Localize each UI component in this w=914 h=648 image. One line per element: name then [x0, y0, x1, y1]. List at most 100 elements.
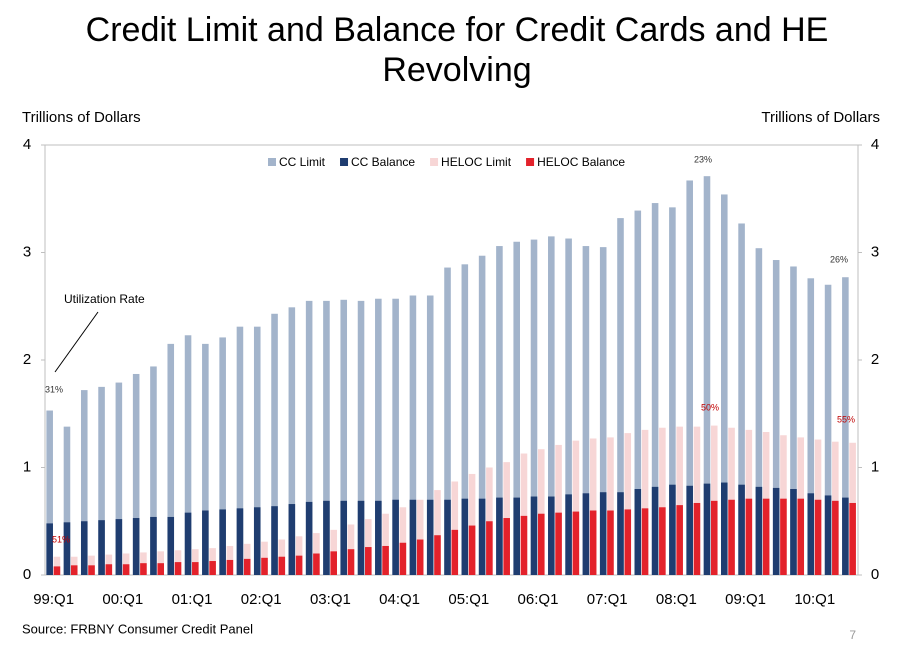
bar: [53, 556, 61, 575]
bar: [174, 562, 182, 575]
bar: [444, 267, 451, 575]
bar: [607, 437, 614, 575]
x-tick-label: 10:Q1: [794, 591, 835, 608]
source: Source: FRBNY Consumer Credit Panel: [22, 621, 253, 636]
bar: [80, 390, 88, 575]
bar: [461, 264, 469, 575]
bar: [434, 490, 441, 575]
annotation: 55%: [837, 414, 855, 424]
bar: [115, 519, 123, 575]
bar: [797, 498, 805, 575]
bar: [824, 495, 832, 575]
bar: [357, 500, 365, 575]
bar: [755, 486, 763, 575]
bar: [157, 563, 165, 575]
bar: [80, 521, 88, 575]
bar: [365, 547, 372, 575]
bar: [340, 500, 348, 575]
bar: [565, 238, 572, 575]
bar: [192, 562, 199, 575]
bar: [755, 248, 763, 575]
bar: [624, 433, 632, 575]
y2-axis-label: Trillions of Dollars: [761, 109, 880, 126]
bar: [226, 559, 234, 575]
bar: [409, 499, 417, 575]
bar: [659, 507, 666, 575]
bar: [686, 485, 693, 575]
bar: [634, 489, 642, 575]
bar: [399, 542, 407, 575]
bar: [537, 513, 545, 575]
bar: [548, 236, 555, 575]
bar: [253, 507, 261, 575]
bar: [832, 500, 839, 575]
annotation: 51%: [52, 534, 70, 544]
annotation: 23%: [694, 154, 712, 164]
bar: [676, 426, 683, 575]
legend-label: CC Balance: [351, 155, 415, 169]
bar: [88, 565, 95, 575]
bar: [451, 529, 459, 575]
bar: [651, 203, 659, 576]
bar: [807, 278, 815, 575]
x-tick-label: 00:Q1: [102, 591, 143, 608]
bar: [46, 523, 53, 575]
bar: [772, 260, 780, 575]
bar: [478, 255, 486, 575]
bar: [814, 499, 822, 575]
y2-tick-label: 3: [871, 243, 879, 260]
bar: [721, 194, 728, 575]
bar: [669, 484, 676, 575]
bar: [209, 561, 216, 575]
bar: [115, 382, 123, 575]
bar: [70, 565, 78, 575]
bar: [710, 500, 718, 575]
x-tick-label: 04:Q1: [379, 591, 420, 608]
bar: [202, 510, 209, 575]
bar: [167, 343, 175, 575]
bar: [167, 516, 175, 575]
bar: [347, 549, 355, 575]
bar: [790, 266, 797, 575]
bar: [617, 218, 624, 575]
bar: [305, 501, 313, 575]
bar: [745, 498, 753, 575]
bar: [486, 521, 493, 575]
bar: [824, 284, 832, 575]
bar: [676, 505, 683, 575]
bar: [375, 500, 382, 575]
bar: [641, 429, 649, 575]
bar: [659, 427, 666, 575]
y-axis-label: Trillions of Dollars: [22, 109, 141, 126]
bar: [253, 326, 261, 575]
annotation-pointer: [54, 311, 99, 373]
bar: [589, 510, 597, 575]
bar: [399, 507, 407, 575]
bar: [780, 498, 787, 575]
x-tick-label: 99:Q1: [33, 591, 74, 608]
bar: [703, 176, 711, 576]
bar: [790, 489, 797, 575]
bar: [444, 499, 451, 575]
bar: [738, 223, 745, 575]
bar: [261, 557, 268, 575]
bar: [572, 511, 580, 575]
bar: [807, 493, 815, 575]
bar: [582, 246, 590, 576]
bar: [330, 551, 337, 575]
bar: [219, 509, 226, 575]
chart-title: Credit Limit and Balance for Credit Card…: [85, 11, 829, 89]
bar: [842, 497, 849, 575]
bar: [468, 525, 476, 575]
bar: [295, 555, 303, 575]
annotation: 26%: [830, 254, 848, 264]
legend-label: CC Limit: [279, 155, 326, 169]
bar: [555, 512, 562, 575]
bar: [98, 386, 105, 575]
bar: [150, 366, 157, 575]
bar: [565, 494, 572, 575]
bar: [548, 496, 555, 575]
bar: [607, 510, 614, 575]
